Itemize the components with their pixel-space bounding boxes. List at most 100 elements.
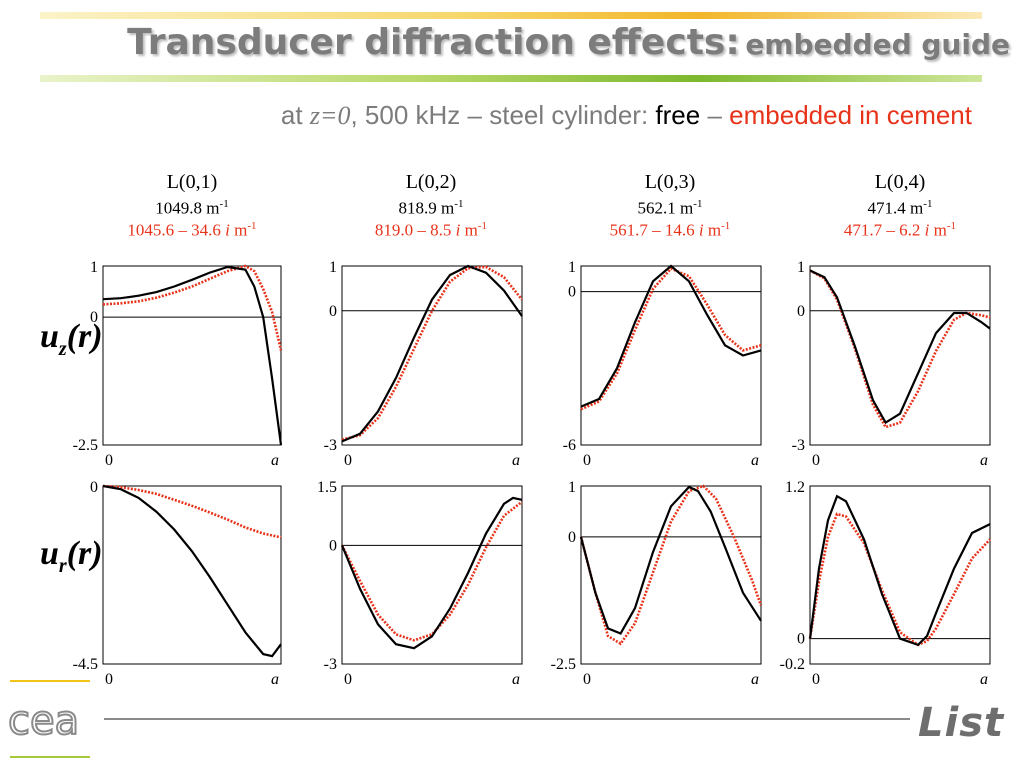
y-tick-label: 1 — [568, 259, 576, 276]
embedded-wavenumber: 1045.6 – 34.6 i m-1 — [127, 219, 257, 240]
y-tick-label: 1 — [90, 259, 98, 276]
panel-L(0,1)-u_z(r): 1 0 -2.5 0 a — [73, 259, 283, 469]
subtitle-embedded: embedded in cement — [729, 100, 972, 130]
x-tick-label: a — [751, 452, 759, 469]
x-tick-label: 0 — [105, 452, 113, 469]
footer-divider — [104, 718, 910, 720]
plot-frame — [580, 265, 762, 446]
series-embedded-line — [808, 512, 991, 647]
x-tick-label: a — [512, 671, 520, 688]
free-wavenumber: 471.4 m-1 — [867, 198, 933, 218]
y-tick-label: 0 — [568, 284, 576, 301]
series-free-line — [580, 264, 762, 408]
free-wavenumber: 562.1 m-1 — [637, 198, 703, 218]
plot-frame — [809, 485, 991, 665]
title-main: Transducer diffraction effects: — [127, 22, 740, 63]
x-tick-label: 0 — [812, 452, 820, 469]
panel-L(0,4)-u_r(r): 1.2 0 -0.2 0 a — [780, 479, 991, 688]
series-free-line — [340, 496, 523, 650]
x-tick-label: 0 — [812, 671, 820, 688]
free-wavenumber: 1049.8 m-1 — [155, 198, 229, 218]
y-tick-label: -2.5 — [73, 437, 98, 454]
series-embedded-line — [102, 264, 283, 351]
x-tick-label: a — [271, 671, 279, 688]
series-free-line — [341, 264, 523, 443]
column-header-1: L(0,1) 1049.8 m-1 1045.6 – 34.6 i m-1 — [82, 172, 302, 238]
subtitle-prefix: at — [280, 100, 303, 130]
panel-L(0,4)-u_z(r): 1 0 -3 0 a — [792, 259, 991, 469]
y-tick-label: 1.2 — [785, 479, 805, 496]
plot-frame — [341, 485, 523, 665]
x-tick-label: 0 — [344, 671, 352, 688]
plot-frame — [102, 265, 282, 446]
title-bar-top — [40, 12, 982, 19]
embedded-wavenumber: 819.0 – 8.5 i m-1 — [374, 219, 488, 240]
mode-label: L(0,4) — [874, 171, 926, 193]
y-tick-label: 1 — [329, 259, 337, 276]
series-free-line — [808, 494, 991, 647]
panel-L(0,1)-u_r(r): 0 -4.5 0 a — [73, 479, 282, 688]
y-tick-label: 1 — [797, 259, 805, 276]
y-tick-label: -0.2 — [780, 656, 805, 673]
plot-frame — [580, 485, 762, 665]
y-tick-label: 0 — [797, 631, 805, 648]
series-embedded-line — [102, 484, 282, 539]
x-tick-label: 0 — [583, 671, 591, 688]
x-tick-label: 0 — [344, 452, 352, 469]
x-tick-label: a — [751, 671, 759, 688]
y-tick-label: -2.5 — [551, 656, 576, 673]
row-label-uz: uz(r) — [40, 318, 103, 360]
series-embedded-line — [809, 269, 991, 429]
y-tick-label: -3 — [324, 437, 337, 454]
cea-logo: cea — [8, 700, 80, 742]
free-wavenumber: 818.9 m-1 — [398, 198, 464, 218]
y-tick-label: -6 — [563, 437, 576, 454]
subtitle-symbol: z=0 — [309, 101, 351, 130]
logo-accent-green — [10, 756, 90, 758]
panel-L(0,2)-u_z(r): 1 0 -3 0 a — [324, 259, 524, 469]
panel-L(0,3)-u_r(r): 1 0 -2.5 0 a — [551, 479, 763, 688]
series-free-line — [102, 484, 282, 658]
page-title: Transducer diffraction effects: embedded… — [0, 22, 1010, 63]
plot-frame — [809, 265, 991, 446]
y-tick-label: 0 — [90, 479, 98, 496]
y-tick-label: 0 — [568, 529, 576, 546]
x-tick-label: a — [980, 452, 988, 469]
plot-frame — [102, 485, 282, 665]
subtitle: at z=0, 500 kHz – steel cylinder: free –… — [0, 100, 972, 131]
panel-L(0,3)-u_z(r): 1 0 -6 0 a — [563, 259, 762, 469]
subtitle-dash: – — [707, 100, 722, 130]
y-tick-label: 0 — [329, 303, 337, 320]
y-tick-label: -3 — [792, 437, 805, 454]
column-header-2: L(0,2) 818.9 m-1 819.0 – 8.5 i m-1 — [321, 172, 541, 238]
x-tick-label: 0 — [583, 452, 591, 469]
series-free-line — [809, 269, 991, 425]
y-tick-label: -3 — [324, 656, 337, 673]
column-header-4: L(0,4) 471.4 m-1 471.7 – 6.2 i m-1 — [790, 172, 1010, 238]
x-tick-label: a — [271, 452, 279, 469]
subtitle-free: free — [655, 100, 701, 130]
series-free-line — [102, 265, 283, 446]
list-logo: List — [918, 700, 1005, 746]
y-tick-label: 0 — [329, 537, 337, 554]
series-embedded-line — [340, 500, 523, 642]
cea-logo-text: cea — [8, 700, 79, 742]
title-bar-bottom — [40, 75, 982, 82]
column-header-3: L(0,3) 562.1 m-1 561.7 – 14.6 i m-1 — [560, 172, 780, 238]
plot-frame — [341, 265, 523, 446]
mode-label: L(0,3) — [644, 171, 696, 193]
y-tick-label: 0 — [797, 303, 805, 320]
logo-accent-yellow — [10, 680, 90, 682]
x-tick-label: a — [512, 452, 520, 469]
series-embedded-line — [341, 265, 524, 441]
row-label-ur: ur(r) — [40, 535, 103, 577]
series-embedded-line — [580, 267, 762, 411]
y-tick-label: 1.5 — [317, 479, 337, 496]
panel-L(0,2)-u_r(r): 1.5 0 -3 0 a — [317, 479, 523, 688]
title-sub: embedded guide — [745, 28, 1010, 61]
embedded-wavenumber: 471.7 – 6.2 i m-1 — [843, 219, 957, 240]
y-tick-label: 1 — [568, 479, 576, 496]
series-free-line — [579, 485, 762, 635]
x-tick-label: 0 — [105, 671, 113, 688]
